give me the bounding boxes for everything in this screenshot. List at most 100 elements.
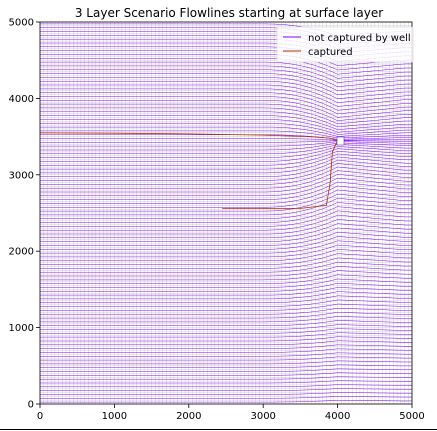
flowline — [40, 291, 412, 300]
flowline — [40, 77, 412, 96]
grid — [40, 22, 412, 404]
flowline — [40, 266, 412, 277]
flowlines — [40, 23, 412, 403]
captured-flowline — [40, 132, 338, 141]
y-tick-label: 4000 — [9, 94, 34, 105]
flowline — [40, 138, 412, 141]
flowline — [40, 328, 412, 334]
x-tick-label: 1000 — [102, 411, 127, 422]
flowline — [40, 287, 412, 296]
chart-title: 3 Layer Scenario Flowlines starting at s… — [75, 6, 383, 20]
flowline — [40, 227, 412, 242]
flowline — [40, 364, 412, 368]
y-tick-label: 1000 — [9, 323, 34, 334]
flowline — [40, 223, 412, 239]
flowline — [40, 170, 412, 189]
legend-label-not-captured: not captured by well — [308, 33, 411, 44]
flowline — [40, 166, 412, 185]
flowline — [40, 50, 412, 66]
flowline — [40, 150, 412, 166]
flowline — [40, 107, 412, 125]
flowline — [40, 344, 412, 349]
flowline — [40, 278, 412, 288]
flowline — [40, 231, 412, 246]
flowline — [40, 73, 412, 92]
flowline — [40, 122, 412, 135]
well-marker — [336, 136, 345, 146]
flowline — [40, 130, 412, 139]
axis-ticks: 0 1000 2000 3000 4000 5000 0 1000 2000 3000 4000 50… — [9, 18, 425, 423]
flowline — [40, 332, 412, 338]
flowline — [40, 156, 412, 174]
captured-flowline — [222, 140, 338, 209]
flowline — [40, 320, 412, 326]
y-tick-label: 3000 — [9, 170, 34, 181]
flowline — [40, 61, 412, 79]
flowline — [40, 360, 412, 365]
flowline — [40, 356, 412, 361]
flowline — [40, 163, 412, 181]
flowline — [40, 253, 412, 265]
flowline — [40, 400, 412, 403]
flowline — [40, 257, 412, 269]
flowline — [40, 96, 412, 115]
flowline — [40, 177, 412, 197]
flowline — [40, 80, 412, 100]
flowline — [40, 352, 412, 357]
flowline — [40, 148, 412, 162]
flowline — [40, 380, 412, 384]
flowline — [40, 324, 412, 330]
flowline — [40, 376, 412, 380]
flowline — [40, 185, 412, 204]
flowline — [40, 219, 412, 235]
flowline — [40, 84, 412, 103]
flowline — [40, 88, 412, 107]
flowline — [40, 249, 412, 262]
flowline — [40, 144, 412, 155]
flowline — [40, 140, 412, 143]
x-tick-label: 2000 — [176, 411, 201, 422]
flowline — [40, 388, 412, 391]
x-tick-label: 0 — [37, 411, 43, 422]
flowline — [40, 384, 412, 388]
flowline — [40, 111, 412, 128]
flowline — [40, 198, 412, 216]
flowline — [40, 153, 412, 170]
flowline — [40, 244, 412, 258]
flowline — [40, 368, 412, 372]
x-tick-label: 4000 — [325, 411, 350, 422]
flowline — [40, 174, 412, 193]
legend-label-captured: captured — [308, 47, 353, 58]
flowline — [40, 299, 412, 307]
flowline — [40, 54, 412, 71]
flowline — [40, 65, 412, 83]
y-tick-label: 5000 — [9, 18, 34, 29]
flowline — [40, 181, 412, 200]
flowline — [40, 372, 412, 376]
flowline — [40, 303, 412, 311]
y-tick-label: 0 — [28, 400, 34, 411]
flowline — [40, 348, 412, 353]
legend-box — [276, 26, 414, 63]
flowline — [40, 282, 412, 292]
flowline — [40, 392, 412, 395]
flowline — [40, 206, 412, 223]
flowline — [40, 396, 412, 399]
flowline — [40, 340, 412, 346]
flowline — [40, 92, 412, 111]
captured-flowlines — [40, 132, 338, 209]
x-tick-label: 3000 — [250, 411, 275, 422]
flowline — [40, 214, 412, 231]
flowline — [40, 274, 412, 284]
flowline — [40, 236, 412, 250]
flowline — [40, 202, 412, 219]
flowline — [40, 142, 412, 151]
plot-frame — [39, 21, 413, 405]
legend: not captured by well captured — [276, 26, 414, 63]
flowline — [40, 307, 412, 315]
flowline — [40, 115, 412, 130]
flowline — [40, 270, 412, 281]
flowline — [40, 146, 412, 158]
flowline — [40, 159, 412, 177]
